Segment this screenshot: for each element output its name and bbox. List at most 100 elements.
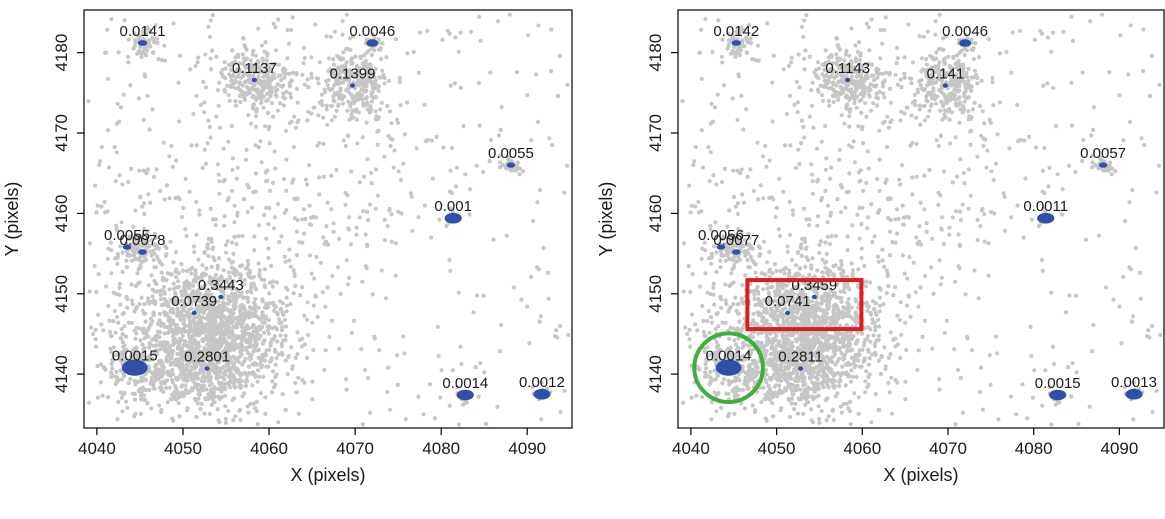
- background-point: [256, 74, 261, 79]
- background-point: [253, 339, 258, 344]
- background-point: [348, 242, 353, 247]
- background-point: [268, 263, 274, 268]
- background-point: [329, 207, 334, 212]
- background-point: [265, 110, 271, 115]
- background-point: [175, 312, 180, 317]
- background-point: [98, 159, 103, 164]
- background-point: [356, 69, 361, 74]
- background-point: [245, 295, 251, 300]
- background-point: [133, 40, 138, 46]
- background-point: [456, 422, 461, 427]
- background-point: [285, 56, 290, 61]
- background-point: [831, 313, 836, 318]
- background-point: [244, 147, 249, 152]
- background-point: [150, 294, 155, 299]
- background-point: [317, 100, 322, 105]
- background-point: [837, 345, 842, 351]
- background-point: [362, 174, 367, 179]
- background-point: [311, 347, 316, 353]
- background-point: [170, 334, 176, 339]
- background-point: [799, 253, 804, 258]
- background-point: [113, 179, 118, 184]
- background-point: [139, 295, 144, 300]
- background-point: [143, 53, 149, 58]
- background-point: [198, 299, 204, 304]
- background-point: [317, 60, 322, 65]
- background-point: [140, 259, 145, 264]
- background-point: [447, 403, 452, 408]
- background-point: [119, 326, 124, 332]
- background-point: [267, 188, 273, 193]
- background-point: [207, 411, 212, 416]
- background-point: [142, 302, 147, 307]
- background-point: [191, 379, 196, 384]
- background-point: [210, 217, 215, 222]
- background-point: [369, 90, 374, 95]
- background-point: [171, 21, 176, 26]
- background-point: [150, 300, 155, 305]
- background-point: [162, 291, 167, 296]
- source-flux-label: 0.0078: [120, 232, 166, 249]
- background-point: [282, 317, 287, 322]
- background-point: [751, 289, 756, 294]
- background-point: [229, 265, 234, 270]
- background-point: [335, 53, 340, 58]
- background-point: [148, 200, 153, 205]
- background-point: [246, 351, 251, 356]
- background-point: [182, 280, 187, 286]
- source-flux-label: 0.0739: [171, 293, 217, 310]
- x-tick-label: 4070: [336, 439, 374, 458]
- background-point: [141, 168, 146, 173]
- background-point: [214, 308, 219, 313]
- background-point: [250, 67, 255, 72]
- background-point: [162, 296, 167, 302]
- background-point: [324, 224, 329, 229]
- background-point: [357, 215, 362, 220]
- background-point: [256, 223, 261, 228]
- background-point: [863, 284, 869, 289]
- background-point: [204, 266, 209, 271]
- background-point: [216, 103, 221, 108]
- background-point: [209, 67, 214, 72]
- background-point: [461, 124, 466, 129]
- background-point: [345, 133, 351, 138]
- background-point: [265, 328, 270, 333]
- background-point: [866, 382, 871, 387]
- background-point: [185, 368, 191, 373]
- background-point: [259, 97, 264, 102]
- background-point: [300, 72, 305, 77]
- background-point: [273, 304, 278, 309]
- background-point: [375, 129, 380, 134]
- background-point: [856, 411, 861, 416]
- background-point: [427, 382, 432, 387]
- background-point: [262, 338, 267, 343]
- background-point: [147, 325, 152, 330]
- background-point: [388, 143, 393, 148]
- background-point: [170, 380, 175, 385]
- background-point: [213, 370, 218, 375]
- background-point: [238, 385, 243, 390]
- background-point: [804, 245, 809, 250]
- background-point: [789, 371, 794, 376]
- background-point: [91, 331, 96, 337]
- background-point: [863, 379, 868, 384]
- background-point: [94, 344, 99, 349]
- background-point: [839, 258, 844, 264]
- background-point: [693, 322, 698, 327]
- background-point: [270, 180, 276, 185]
- background-point: [311, 303, 316, 308]
- background-point: [185, 365, 190, 370]
- background-point: [176, 284, 181, 290]
- background-point: [332, 29, 337, 34]
- background-point: [260, 356, 265, 361]
- background-point: [253, 53, 258, 58]
- background-point: [235, 335, 240, 340]
- background-point: [801, 394, 806, 399]
- background-point: [191, 329, 196, 334]
- background-point: [843, 311, 848, 316]
- background-point: [109, 374, 114, 379]
- background-point: [221, 357, 226, 363]
- background-point: [146, 283, 151, 288]
- background-point: [182, 314, 187, 319]
- background-point: [225, 348, 230, 353]
